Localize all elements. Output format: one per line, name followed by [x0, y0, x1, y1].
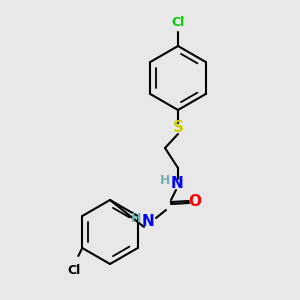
- Text: Cl: Cl: [68, 264, 81, 277]
- Text: N: N: [171, 176, 183, 191]
- Text: O: O: [188, 194, 202, 209]
- Text: Cl: Cl: [171, 16, 184, 29]
- Text: N: N: [142, 214, 154, 230]
- Text: H: H: [131, 212, 141, 226]
- Text: S: S: [172, 121, 184, 136]
- Text: H: H: [160, 173, 170, 187]
